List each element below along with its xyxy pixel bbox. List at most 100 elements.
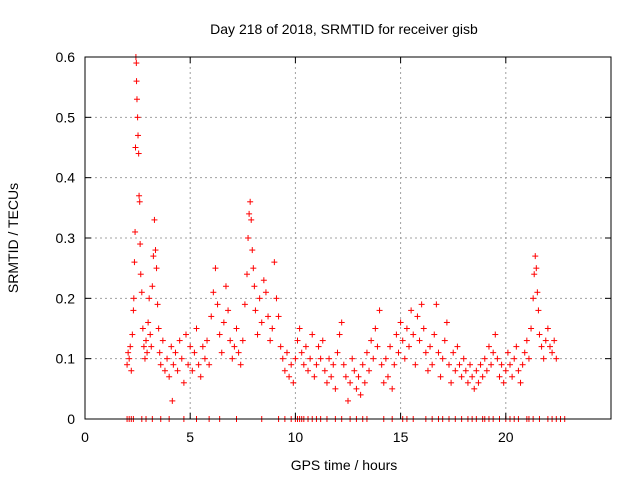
data-point <box>540 355 547 362</box>
data-point <box>315 343 322 350</box>
data-point <box>154 301 161 308</box>
y-tick-label: 0.4 <box>56 170 76 186</box>
data-point <box>288 361 295 368</box>
data-point <box>448 379 455 386</box>
data-point <box>262 289 269 296</box>
data-point <box>298 349 305 356</box>
data-point <box>338 319 345 326</box>
data-point <box>133 60 140 67</box>
plot-frame <box>84 56 612 420</box>
data-point <box>521 349 528 356</box>
data-point <box>256 295 263 302</box>
data-point <box>208 313 215 320</box>
data-point <box>281 367 288 374</box>
data-point <box>273 295 280 302</box>
x-tick-label: 5 <box>186 429 194 445</box>
data-point <box>286 373 293 380</box>
data-point <box>467 361 474 368</box>
data-point <box>376 307 383 314</box>
data-point <box>302 343 309 350</box>
data-point <box>201 355 208 362</box>
data-point <box>187 343 194 350</box>
data-point <box>535 307 542 314</box>
data-point <box>498 361 505 368</box>
data-point <box>218 349 225 356</box>
data-point <box>326 355 333 362</box>
data-point <box>199 343 206 350</box>
data-point <box>260 277 267 284</box>
data-point <box>494 355 501 362</box>
data-point <box>269 325 276 332</box>
data-point <box>403 325 410 332</box>
x-tick-label: 10 <box>288 429 304 445</box>
data-point <box>536 331 543 338</box>
data-point <box>307 355 314 362</box>
data-point <box>483 367 490 374</box>
data-point <box>271 259 278 266</box>
data-point <box>336 331 343 338</box>
data-point <box>139 325 146 332</box>
data-point <box>319 337 326 344</box>
data-point <box>462 367 469 374</box>
data-point <box>229 355 236 362</box>
data-point <box>129 331 136 338</box>
data-point <box>349 355 356 362</box>
data-point <box>408 307 415 314</box>
data-point <box>309 331 316 338</box>
data-point <box>249 247 256 254</box>
data-point <box>296 325 303 332</box>
data-point <box>370 355 377 362</box>
data-point <box>351 367 358 374</box>
y-tick-label: 0.3 <box>56 230 76 246</box>
data-point <box>172 349 179 356</box>
data-point <box>357 391 364 398</box>
data-point <box>156 349 163 356</box>
data-point <box>279 355 286 362</box>
data-point <box>148 343 155 350</box>
data-point <box>531 271 538 278</box>
data-point <box>431 331 438 338</box>
data-point <box>252 307 259 314</box>
data-point <box>429 361 436 368</box>
data-point <box>143 337 150 344</box>
data-point <box>345 397 351 404</box>
x-tick-label: 20 <box>498 429 514 445</box>
data-point <box>513 343 520 350</box>
data-point <box>241 301 248 308</box>
data-point <box>214 301 221 308</box>
data-point <box>443 319 450 326</box>
data-point <box>387 343 394 350</box>
data-point <box>137 271 144 278</box>
data-point <box>133 96 140 103</box>
data-point <box>197 373 204 380</box>
data-point <box>330 361 337 368</box>
data-point <box>534 289 541 296</box>
y-axis-title: SRMTID / TECUs <box>5 183 21 293</box>
data-point <box>488 361 495 368</box>
data-point <box>454 343 461 350</box>
data-point <box>136 198 143 205</box>
data-point <box>347 379 354 386</box>
data-point <box>250 265 257 272</box>
data-point <box>135 150 142 157</box>
data-point <box>212 265 219 272</box>
data-point <box>372 325 379 332</box>
y-tick-label: 0.1 <box>56 351 76 367</box>
data-point <box>210 289 217 296</box>
data-point <box>136 192 143 199</box>
data-point <box>414 313 421 320</box>
y-tick-label: 0.6 <box>56 49 76 65</box>
data-point <box>435 349 442 356</box>
data-point <box>155 325 162 332</box>
data-point <box>374 343 381 350</box>
y-tick-label: 0 <box>67 411 75 427</box>
data-point <box>159 337 166 344</box>
data-point <box>471 385 478 392</box>
data-point <box>237 361 244 368</box>
data-point <box>395 349 402 356</box>
data-point <box>305 367 312 374</box>
data-point <box>152 247 159 254</box>
data-point <box>544 325 551 332</box>
data-point <box>178 355 185 362</box>
data-point <box>422 349 429 356</box>
